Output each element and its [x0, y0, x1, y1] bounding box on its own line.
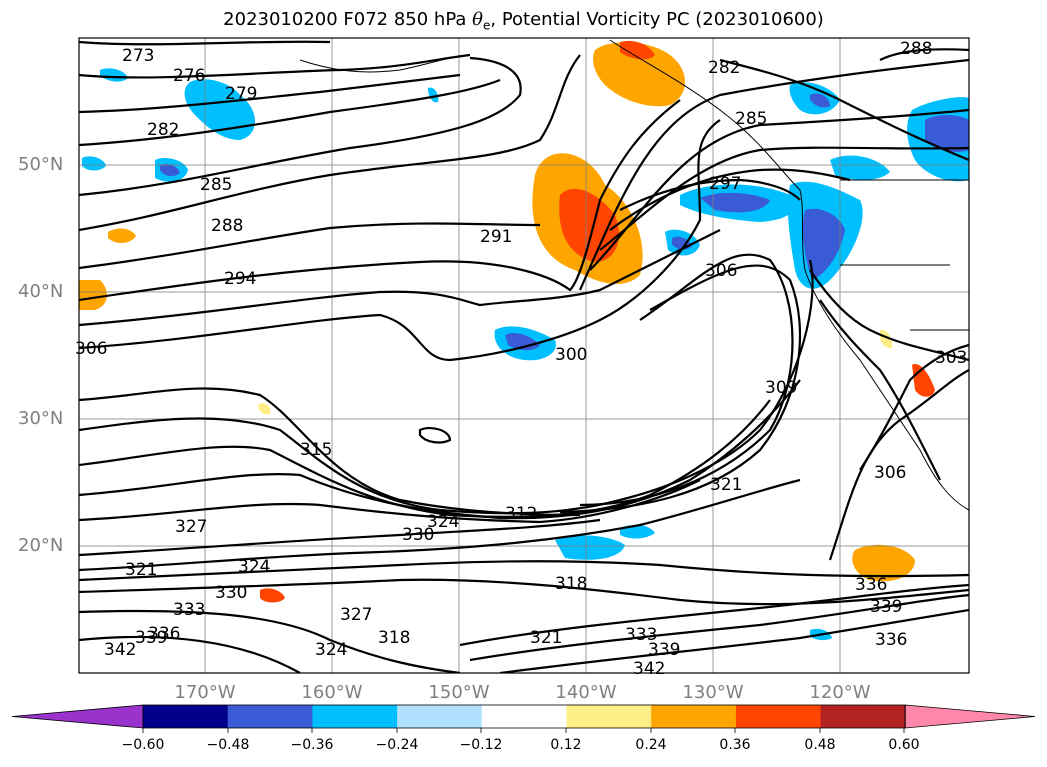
colorbar-segment: [566, 705, 652, 728]
contour-label: 342: [633, 659, 665, 679]
contour-label: 339: [870, 597, 902, 617]
contour-label: 321: [530, 628, 562, 648]
lat-label: 40°N: [18, 281, 64, 302]
map-title: 2023010200 F072 850 hPa θe, Potential Vo…: [0, 9, 1047, 33]
contour-label: 318: [378, 628, 410, 648]
title-prefix: 2023010200 F072 850 hPa: [223, 9, 473, 30]
colorbar-tick-label: 0.60: [888, 737, 920, 753]
colorbar-extend-min: [11, 704, 144, 729]
lon-label: 150°W: [428, 682, 490, 703]
contour-label: 339: [135, 628, 167, 648]
colorbar-tick-label: −0.60: [121, 737, 165, 753]
contour-label: 336: [148, 624, 180, 644]
colorbar-tick-label: 0.36: [719, 737, 751, 753]
contour-label: 330: [215, 583, 247, 603]
contour-label: 273: [122, 46, 154, 66]
contour-labels: 273 276 279 282 285 288 294 291 306 300 …: [75, 39, 967, 679]
contour-label: 288: [900, 39, 932, 59]
map-frame: [78, 37, 970, 674]
contour-label: 324: [315, 640, 347, 660]
contour-label: 282: [147, 120, 179, 140]
contour-label: 336: [875, 630, 907, 650]
colorbar-tick-label: −0.12: [459, 737, 503, 753]
contour-label: 279: [225, 84, 257, 104]
colorbar-tick-label: 0.12: [550, 737, 582, 753]
weather-map: 273 276 279 282 285 288 294 291 306 300 …: [75, 37, 970, 679]
contour-label: 294: [224, 269, 256, 289]
colorbar-segment: [651, 705, 737, 728]
contour-label: 285: [735, 109, 767, 129]
coastlines: [299, 39, 969, 511]
lon-label: 170°W: [174, 682, 236, 703]
contour-label: 339: [648, 640, 680, 660]
contour-label: 330: [402, 525, 434, 545]
contour-label: 297: [709, 174, 741, 194]
contour-label: 324: [238, 557, 270, 577]
colorbar-tick-label: −0.24: [375, 737, 419, 753]
colorbar-extend-max: [904, 704, 1036, 729]
contour-label: 282: [708, 58, 740, 78]
contour-label: 324: [427, 512, 459, 532]
contour-label: 327: [340, 605, 372, 625]
contour-label: 300: [555, 345, 587, 365]
colorbar-segment: [397, 705, 483, 728]
colorbar-tick-label: 0.24: [635, 737, 667, 753]
title-suffix: , Potential Vorticity PC (2023010600): [490, 9, 824, 30]
colorbar-frame: [142, 704, 906, 729]
contour-label: 285: [200, 175, 232, 195]
contour-label: 333: [625, 625, 657, 645]
colorbar-tick-label: −0.36: [290, 737, 334, 753]
contour-label: 309: [765, 378, 797, 398]
theta-e-contours: [79, 40, 969, 673]
contour-label: 288: [211, 216, 243, 236]
colorbar-segment: [227, 705, 313, 728]
colorbar-segment: [820, 705, 906, 728]
contour-label: 303: [935, 348, 967, 368]
colorbar-segment: [312, 705, 398, 728]
contour-label: 318: [555, 574, 587, 594]
contour-label: 315: [300, 440, 332, 460]
contour-label: 321: [125, 560, 157, 580]
colorbar-segments: [11, 704, 1036, 729]
lon-label: 160°W: [301, 682, 363, 703]
contour-label: 333: [173, 600, 205, 620]
colorbar-segment: [143, 705, 229, 728]
lat-label: 20°N: [18, 535, 64, 556]
colorbar-tick-label: 0.48: [804, 737, 836, 753]
contour-label: 306: [75, 339, 107, 359]
title-theta: θ: [472, 9, 483, 30]
contour-label: 336: [855, 575, 887, 595]
contour-label: 306: [874, 463, 906, 483]
lon-label: 130°W: [682, 682, 744, 703]
contour-label: 321: [710, 475, 742, 495]
colorbar-tick-label: −0.48: [206, 737, 250, 753]
title-theta-sub: e: [482, 18, 491, 33]
contour-label: 342: [104, 640, 136, 660]
lat-label: 50°N: [18, 154, 64, 175]
pv-shading: [79, 40, 969, 641]
contour-label: 312: [505, 504, 537, 524]
lat-label: 30°N: [18, 408, 64, 429]
lon-label: 120°W: [809, 682, 871, 703]
colorbar-segment: [481, 705, 567, 728]
lon-label: 140°W: [555, 682, 617, 703]
colorbar-segment: [735, 705, 822, 728]
contour-label: 276: [173, 66, 205, 86]
contour-label: 306: [705, 261, 737, 281]
contour-label: 291: [480, 227, 512, 247]
colorbar-ticks: [142, 728, 905, 733]
contour-label: 327: [175, 517, 207, 537]
